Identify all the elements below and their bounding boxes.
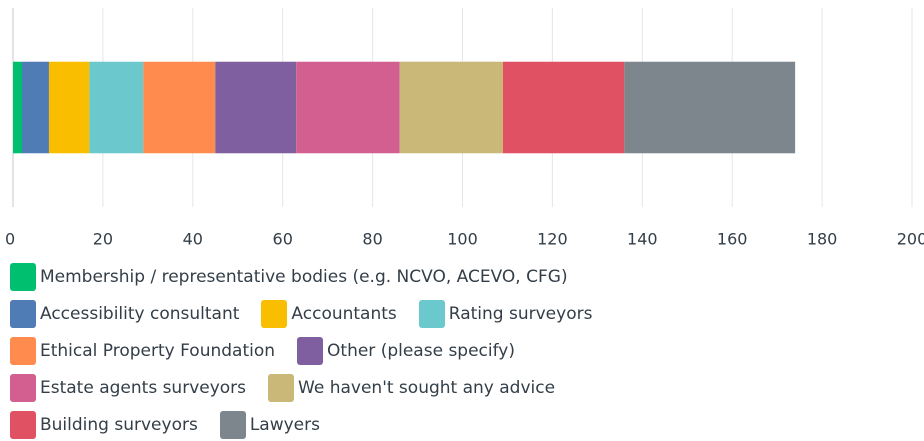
legend-item[interactable]: Ethical Property Foundation xyxy=(10,336,275,366)
bar-segment xyxy=(399,61,503,154)
legend-item[interactable]: Accountants xyxy=(261,299,397,329)
x-tick-label: 100 xyxy=(447,230,478,249)
chart: 0 20 40 60 80 100 120 140 160 180 200 xyxy=(5,8,924,249)
bar-segment xyxy=(13,61,22,154)
bar-segment xyxy=(215,61,297,154)
legend-label: Lawyers xyxy=(249,415,320,435)
bar-segment xyxy=(296,61,400,154)
x-tick-label: 120 xyxy=(537,230,568,249)
legend-label: Other (please specify) xyxy=(327,341,516,361)
x-tick-label: 160 xyxy=(717,230,748,249)
bar-segment xyxy=(48,61,90,154)
bar-segment xyxy=(502,61,625,154)
x-tick-label: 180 xyxy=(807,230,838,249)
legend-swatch xyxy=(10,337,36,365)
legend-item[interactable]: Accessibility consultant xyxy=(10,299,239,329)
x-tick-label: 0 xyxy=(5,230,15,249)
bar-segment xyxy=(143,61,216,154)
x-tick-label: 40 xyxy=(183,230,203,249)
x-tick-label: 200 xyxy=(897,230,924,249)
legend-swatch xyxy=(10,411,36,439)
bar-segment xyxy=(89,61,144,154)
legend-label: We haven't sought any advice xyxy=(298,378,556,398)
bar-segment xyxy=(21,61,49,154)
legend-item[interactable]: Lawyers xyxy=(219,410,320,440)
x-tick-label: 80 xyxy=(362,230,382,249)
legend-label: Rating surveyors xyxy=(448,304,593,324)
legend-swatch xyxy=(297,337,324,365)
legend-swatch xyxy=(261,300,288,328)
legend-label: Estate agents surveyors xyxy=(40,378,247,398)
legend-label: Ethical Property Foundation xyxy=(40,341,276,361)
legend-swatch xyxy=(418,300,445,328)
legend-swatch xyxy=(219,411,246,439)
legend-swatch xyxy=(268,374,295,402)
legend-label: Accessibility consultant xyxy=(40,304,240,324)
legend-item[interactable]: Building surveyors xyxy=(10,410,198,440)
legend-label: Accountants xyxy=(291,304,397,324)
legend-swatch xyxy=(10,263,36,291)
legend-item[interactable]: Other (please specify) xyxy=(297,336,515,366)
legend-swatch xyxy=(10,300,36,328)
bar-segment xyxy=(624,61,796,154)
legend-label: Membership / representative bodies (e.g.… xyxy=(40,267,568,287)
x-tick-label: 140 xyxy=(627,230,658,249)
legend-item[interactable]: We haven't sought any advice xyxy=(268,373,555,403)
legend-label: Building surveyors xyxy=(40,415,198,435)
legend-item[interactable]: Rating surveyors xyxy=(418,299,593,329)
x-tick-label: 60 xyxy=(273,230,293,249)
x-tick-label: 20 xyxy=(93,230,113,249)
legend-item[interactable]: Membership / representative bodies (e.g.… xyxy=(10,262,568,292)
legend-item[interactable]: Estate agents surveyors xyxy=(10,373,246,403)
legend: Membership / representative bodies (e.g.… xyxy=(10,262,750,440)
legend-swatch xyxy=(10,374,36,402)
